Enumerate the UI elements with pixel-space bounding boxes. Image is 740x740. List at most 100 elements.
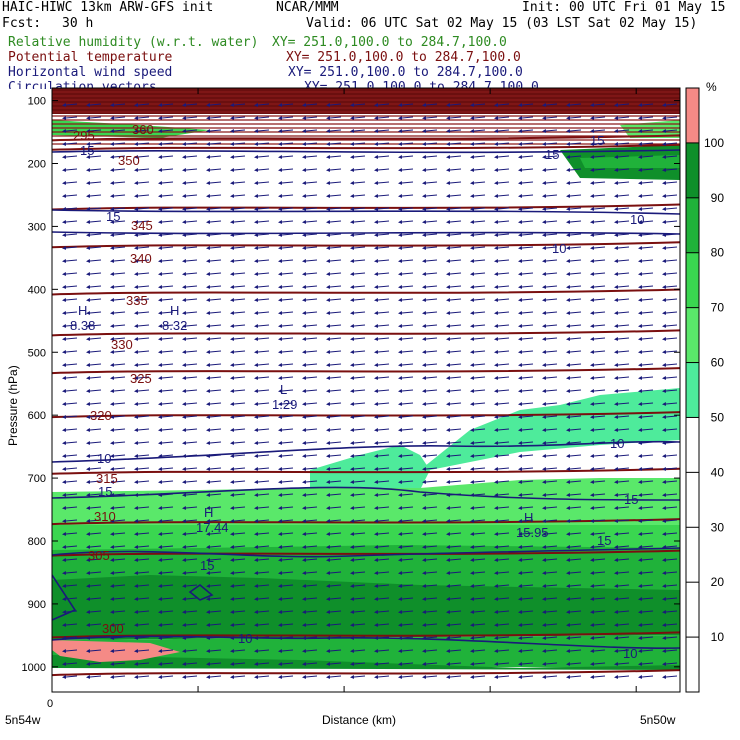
circulation-vector <box>566 532 582 536</box>
circulation-vector <box>662 246 678 250</box>
circulation-vector <box>374 415 390 419</box>
colorbar: 100 90 80 70 60 50 40 30 20 10 <box>685 87 725 693</box>
circulation-vector <box>254 571 270 575</box>
circulation-vector <box>542 103 558 107</box>
circulation-vector <box>446 493 462 497</box>
circulation-vector <box>470 324 486 328</box>
circulation-vector <box>158 142 174 146</box>
circulation-vector <box>86 337 102 341</box>
circulation-vector <box>278 324 294 328</box>
circulation-vector <box>326 259 342 263</box>
circulation-vector <box>518 415 534 419</box>
circulation-vector <box>110 233 126 237</box>
circulation-vector <box>566 350 582 354</box>
circulation-vector <box>494 142 510 146</box>
circulation-vector <box>494 116 510 120</box>
theta-label-310: 310 <box>94 509 116 524</box>
circulation-vector <box>230 545 246 549</box>
circulation-vector <box>566 168 582 172</box>
circulation-vector <box>254 259 270 263</box>
circulation-vector <box>206 155 222 159</box>
circulation-vector <box>278 259 294 263</box>
circulation-vector <box>350 376 366 380</box>
extremum-low: L <box>280 382 287 397</box>
circulation-vector <box>134 246 150 250</box>
circulation-vector <box>110 506 126 510</box>
circulation-vector <box>542 116 558 120</box>
circulation-vector <box>134 324 150 328</box>
circulation-vector <box>302 597 318 601</box>
circulation-vector <box>62 545 78 549</box>
circulation-vector <box>158 662 174 666</box>
circulation-vector <box>398 168 414 172</box>
circulation-vector <box>542 194 558 198</box>
circulation-vector <box>566 623 582 627</box>
circulation-vector <box>206 662 222 666</box>
circulation-vector <box>638 571 654 575</box>
circulation-vector <box>302 480 318 484</box>
circulation-vector <box>638 116 654 120</box>
extremum-value: 8.32 <box>162 318 187 333</box>
circulation-vector <box>614 402 630 406</box>
circulation-vector <box>494 441 510 445</box>
circulation-vector <box>350 181 366 185</box>
circulation-vector <box>230 662 246 666</box>
humidity-region <box>580 155 680 168</box>
circulation-vector <box>230 467 246 471</box>
circulation-vector <box>182 467 198 471</box>
circulation-vector <box>542 363 558 367</box>
circulation-vector <box>542 480 558 484</box>
circulation-vector <box>638 298 654 302</box>
colorbar-label-60: 60 <box>711 356 725 370</box>
legend-theta-xy: XY= 251.0,100.0 to 284.7,100.0 <box>286 50 521 65</box>
circulation-vector <box>350 545 366 549</box>
circulation-vector <box>86 142 102 146</box>
circulation-vector <box>278 376 294 380</box>
circulation-vector <box>62 155 78 159</box>
circulation-vector <box>350 623 366 627</box>
circulation-vector <box>326 675 342 679</box>
circulation-vector <box>470 246 486 250</box>
circulation-vector <box>662 415 678 419</box>
circulation-vector <box>326 662 342 666</box>
theta-label-305: 305 <box>88 548 110 563</box>
circulation-vector <box>638 506 654 510</box>
wind-speed-contour <box>52 209 680 215</box>
circulation-vector <box>230 454 246 458</box>
theta-contour-295 <box>52 669 680 677</box>
circulation-vector <box>110 649 126 653</box>
circulation-vector <box>638 337 654 341</box>
colorbar-label-70: 70 <box>711 301 725 315</box>
circulation-vector <box>182 610 198 614</box>
circulation-vector <box>278 519 294 523</box>
circulation-vector <box>326 311 342 315</box>
wind-speed-label: 10 <box>630 212 644 227</box>
circulation-vector <box>422 649 438 653</box>
circulation-vector <box>422 220 438 224</box>
circulation-vector <box>302 272 318 276</box>
circulation-vector <box>470 259 486 263</box>
circulation-vector <box>62 272 78 276</box>
circulation-vector <box>566 363 582 367</box>
circulation-vector <box>470 402 486 406</box>
circulation-vector <box>638 454 654 458</box>
circulation-vector <box>542 129 558 133</box>
circulation-vector <box>62 571 78 575</box>
circulation-vector <box>590 181 606 185</box>
circulation-vector <box>302 649 318 653</box>
circulation-vector <box>110 558 126 562</box>
circulation-vector <box>86 610 102 614</box>
circulation-vector <box>350 493 366 497</box>
circulation-vector <box>302 402 318 406</box>
circulation-vector <box>542 311 558 315</box>
circulation-vector <box>278 168 294 172</box>
circulation-vector <box>398 441 414 445</box>
circulation-vector <box>158 103 174 107</box>
circulation-vector <box>182 649 198 653</box>
circulation-vector <box>278 454 294 458</box>
circulation-vector <box>134 129 150 133</box>
circulation-vector <box>398 350 414 354</box>
circulation-vector <box>590 350 606 354</box>
circulation-vector <box>590 610 606 614</box>
circulation-vector <box>446 155 462 159</box>
